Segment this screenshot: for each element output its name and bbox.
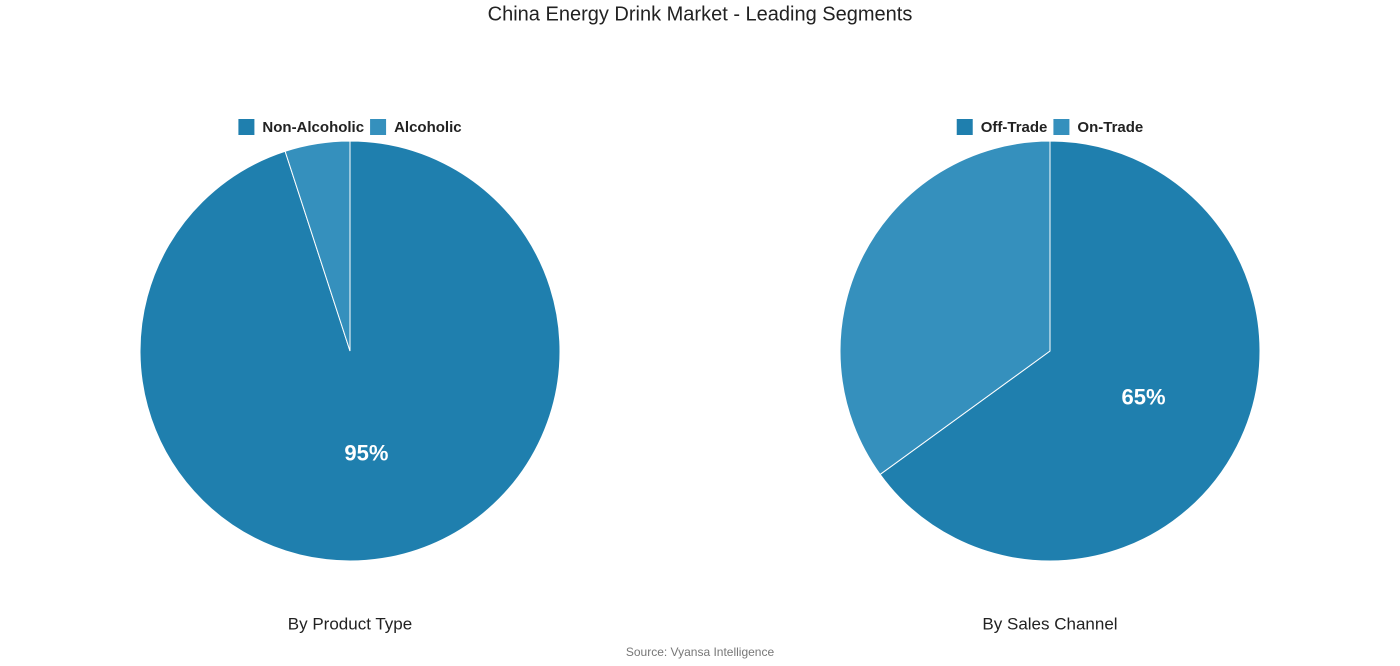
legend-swatch [238,119,255,135]
pie-slice [879,140,1261,562]
title: China Energy Drink Market - Leading Segm… [488,3,913,25]
legend: Non-Alcoholic Alcoholic [238,119,462,136]
source: Source: Vyansa Intelligence [626,645,775,659]
legend-label: Non-Alcoholic [262,119,364,136]
legend-label: Alcoholic [394,119,462,136]
legend: Off-Trade On-Trade [956,119,1143,136]
legend-label: Off-Trade [981,119,1048,136]
chart-subtitle: By Sales Channel [982,614,1117,633]
legend-swatch [956,119,973,135]
chart-subtitle: By Product Type [288,614,412,633]
legend-swatch [1053,119,1070,135]
value-label: 65% [1122,384,1166,409]
value-label: 95% [344,441,388,466]
legend-swatch [370,119,387,135]
pie-slice [284,140,351,352]
pie-slice [839,140,1051,476]
legend-label: On-Trade [1077,119,1143,136]
